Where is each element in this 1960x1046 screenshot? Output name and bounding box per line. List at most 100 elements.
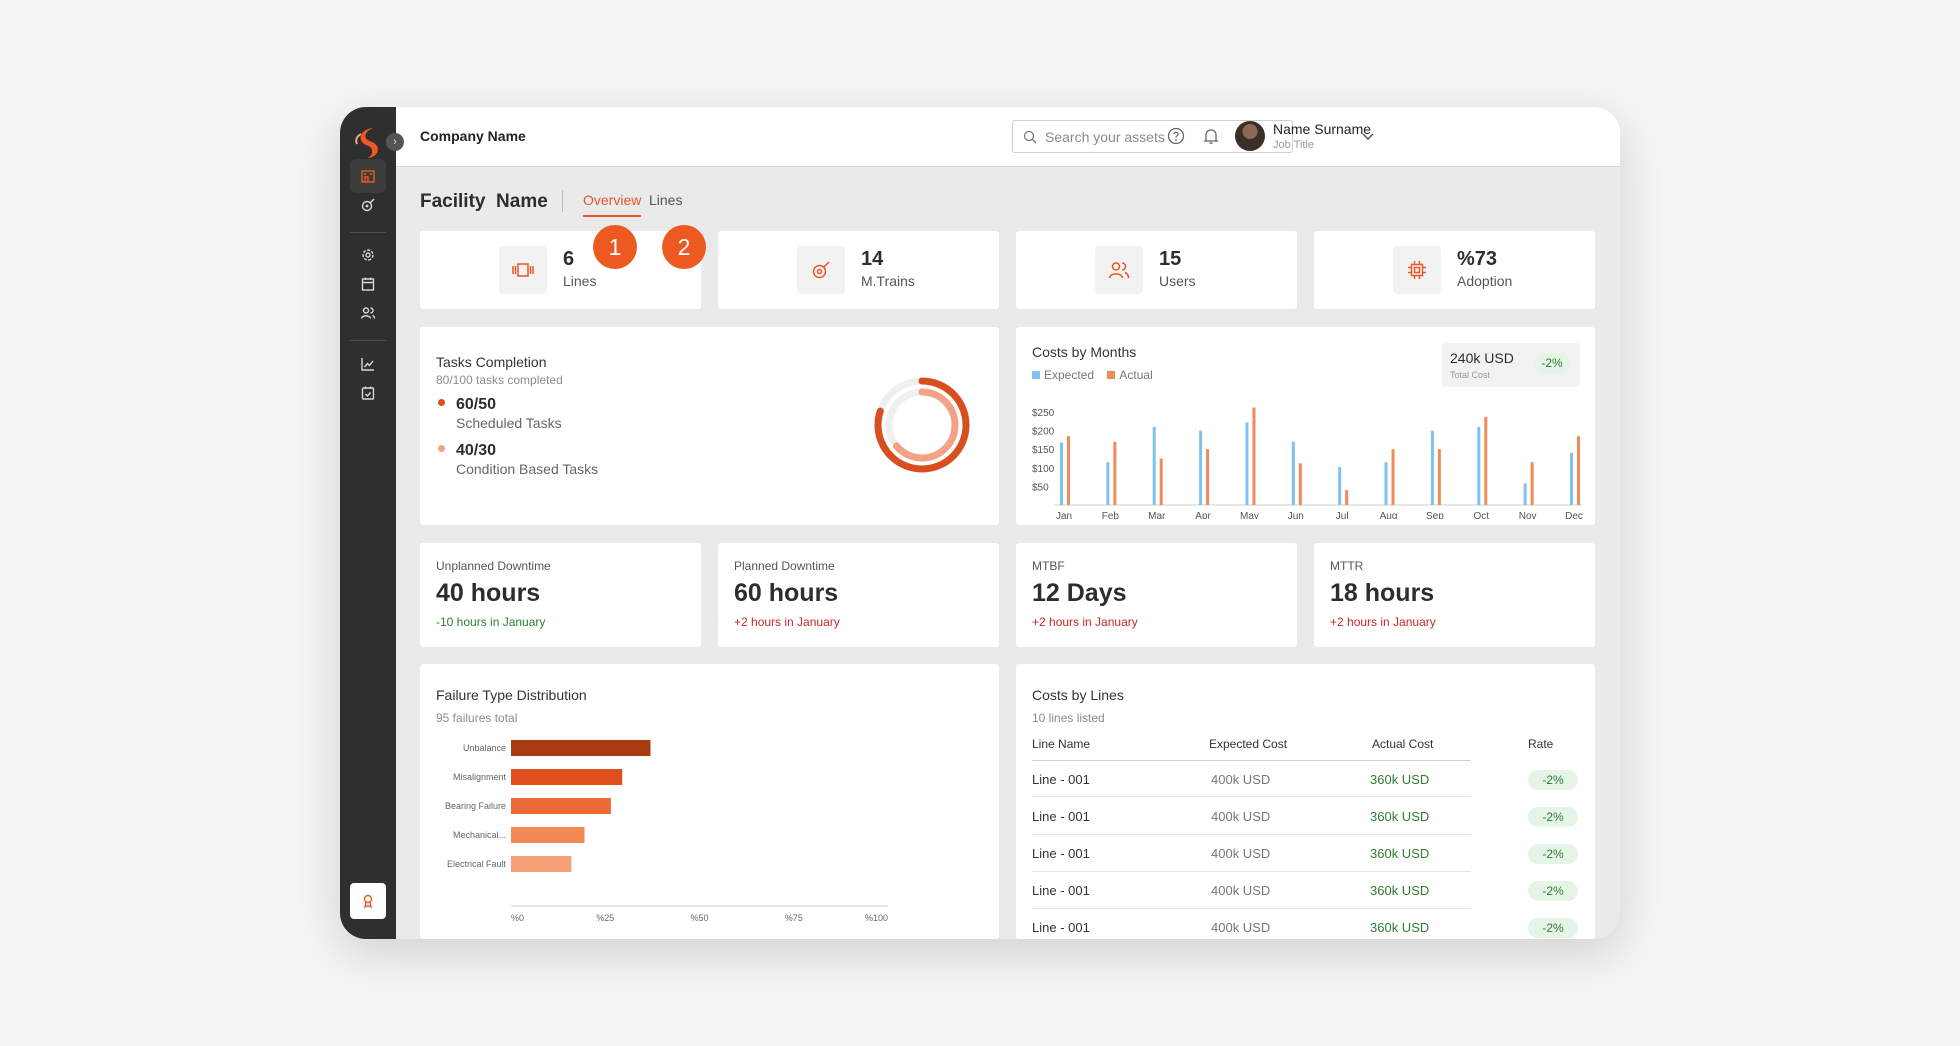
table-row[interactable]: Line - 001 400k USD 360k USD -2% xyxy=(1032,872,1578,909)
bar-actual-dec xyxy=(1577,436,1580,505)
cell-line-name: Line - 001 xyxy=(1032,920,1090,935)
avatar[interactable] xyxy=(1235,121,1265,151)
x-tick-label: Jan xyxy=(1056,511,1072,519)
tasks-completion-card: Tasks Completion 80/100 tasks completed … xyxy=(420,327,999,525)
bar-actual-mar xyxy=(1159,458,1163,505)
nav-reports[interactable] xyxy=(350,347,386,381)
y-tick-label: $150 xyxy=(1032,445,1055,456)
column-header-expected-cost[interactable]: Expected Cost xyxy=(1209,737,1288,751)
users-icon xyxy=(1095,246,1143,294)
stat-card-users[interactable]: 15 Users xyxy=(1016,231,1297,309)
tab-lines[interactable]: Lines xyxy=(649,192,683,208)
rocket-icon xyxy=(797,246,845,294)
total-cost-label: Total Cost xyxy=(1450,370,1491,380)
table-row[interactable]: Line - 001 400k USD 360k USD -2% xyxy=(1032,760,1578,797)
rate-badge: -2% xyxy=(1528,918,1578,938)
chevron-down-icon[interactable] xyxy=(1359,127,1377,145)
costs-by-lines-card: Costs by Lines 10 lines listed Line Name… xyxy=(1016,664,1595,939)
table-row[interactable]: Line - 001 400k USD 360k USD -2% xyxy=(1032,835,1578,872)
kpi-label: Unplanned Downtime xyxy=(436,559,551,573)
calendar-icon xyxy=(361,277,375,291)
kpi-card-planned-downtime: Planned Downtime 60 hours +2 hours in Ja… xyxy=(718,543,999,647)
stat-label: M.Trains xyxy=(861,273,915,289)
search-icon xyxy=(1023,130,1037,143)
x-tick-label: %100 xyxy=(865,913,888,923)
chart-legend: Expected Actual xyxy=(1032,368,1153,382)
x-tick-label: Oct xyxy=(1473,511,1489,519)
column-header-line-name[interactable]: Line Name xyxy=(1032,737,1091,751)
bar-actual-oct xyxy=(1484,416,1488,505)
nav-calendar[interactable] xyxy=(350,267,386,301)
total-cost-value: 240k USD xyxy=(1450,350,1514,366)
step-marker-1: 1 xyxy=(593,225,637,269)
notifications-button[interactable] xyxy=(1200,125,1222,147)
category-label: Mechanical... xyxy=(453,830,506,840)
bar-actual-sep xyxy=(1437,449,1441,505)
stat-label: Users xyxy=(1159,273,1196,289)
bar-actual-jun xyxy=(1298,463,1302,505)
cell-actual-cost: 360k USD xyxy=(1370,809,1430,824)
kpi-card-unplanned-downtime: Unplanned Downtime 40 hours -10 hours in… xyxy=(420,543,701,647)
cell-line-name: Line - 001 xyxy=(1032,883,1090,898)
column-header-actual-cost[interactable]: Actual Cost xyxy=(1372,737,1434,751)
bar-actual-aug xyxy=(1391,449,1395,505)
bar-expected-oct xyxy=(1477,426,1481,505)
task-value: 60/50 xyxy=(456,396,497,413)
x-tick-label: Sep xyxy=(1426,511,1444,519)
table-row[interactable]: Line - 001 400k USD 360k USD -2% xyxy=(1032,909,1578,939)
sidebar-collapse-button[interactable]: › xyxy=(386,133,404,151)
help-button[interactable] xyxy=(1165,125,1187,147)
gear-icon xyxy=(362,249,374,261)
bar-expected-aug xyxy=(1384,462,1388,505)
stat-card-trains[interactable]: 14 M.Trains xyxy=(718,231,999,309)
x-tick-label: Jun xyxy=(1288,511,1304,519)
schedule-icon xyxy=(361,386,375,400)
bar-expected-jun xyxy=(1291,441,1295,505)
nav-settings[interactable] xyxy=(350,238,386,272)
stat-card-lines[interactable]: 6 Lines xyxy=(420,231,701,309)
tab-overview[interactable]: Overview xyxy=(583,192,642,217)
title-divider xyxy=(562,190,563,212)
x-tick-label: Aug xyxy=(1380,511,1398,519)
nav-trains[interactable] xyxy=(350,188,386,222)
table-row[interactable]: Line - 001 400k USD 360k USD -2% xyxy=(1032,798,1578,835)
cell-actual-cost: 360k USD xyxy=(1370,846,1430,861)
nav-schedule[interactable] xyxy=(350,376,386,410)
search-input[interactable] xyxy=(1045,128,1285,145)
rate-badge: -2% xyxy=(1528,770,1578,790)
sidebar-divider xyxy=(350,340,386,341)
kpi-value: 40 hours xyxy=(436,579,541,607)
users-icon xyxy=(360,307,376,319)
lines-icon xyxy=(499,246,547,294)
bar-expected-feb xyxy=(1106,462,1110,505)
stat-value: %73 xyxy=(1457,248,1498,270)
x-tick-label: %75 xyxy=(785,913,803,923)
x-tick-label: Dec xyxy=(1565,511,1583,519)
stat-label: Lines xyxy=(563,273,597,289)
cell-expected-cost: 400k USD xyxy=(1211,772,1271,787)
bar-actual-apr xyxy=(1206,449,1210,505)
user-name[interactable]: Name Surname xyxy=(1273,121,1372,137)
nav-users[interactable] xyxy=(350,296,386,330)
award-icon xyxy=(363,894,373,909)
bar-bearing-failure xyxy=(511,798,611,814)
x-tick-label: Apr xyxy=(1195,511,1211,519)
chart-icon xyxy=(361,358,374,371)
stat-value: 6 xyxy=(563,248,575,270)
card-subtitle: 80/100 tasks completed xyxy=(436,373,563,387)
rocket-icon xyxy=(361,198,375,212)
x-tick-label: May xyxy=(1240,511,1259,519)
nav-facility[interactable] xyxy=(350,159,386,193)
kpi-delta: -10 hours in January xyxy=(436,615,546,629)
sidebar-badge-button[interactable] xyxy=(350,883,386,919)
card-title: Tasks Completion xyxy=(436,354,547,370)
task-value: 40/30 xyxy=(456,442,497,459)
failure-distribution-card: Failure Type Distribution 95 failures to… xyxy=(420,664,999,939)
stat-card-adoption[interactable]: %73 Adoption xyxy=(1314,231,1595,309)
total-cost-delta-badge: -2% xyxy=(1534,353,1570,373)
help-icon xyxy=(1167,127,1185,145)
condition-legend-dot xyxy=(438,445,445,452)
column-header-rate[interactable]: Rate xyxy=(1528,737,1554,751)
y-tick-label: $50 xyxy=(1032,482,1049,493)
legend-swatch-expected xyxy=(1032,371,1040,379)
